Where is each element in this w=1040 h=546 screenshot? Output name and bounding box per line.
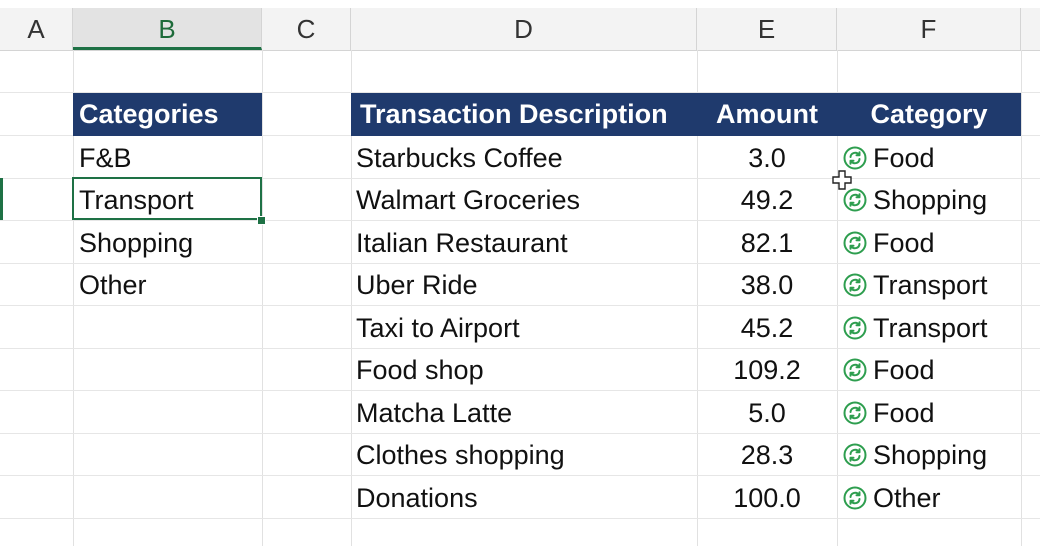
amount-cell[interactable]: 49.2 bbox=[740, 185, 794, 215]
column-header-c[interactable]: C bbox=[262, 8, 351, 50]
column-header-bar: A B C D E F bbox=[0, 8, 1040, 51]
gridline bbox=[73, 50, 74, 546]
category-cell[interactable]: Food bbox=[843, 222, 935, 264]
gridline bbox=[0, 263, 1040, 264]
refresh-formula-icon bbox=[843, 188, 867, 212]
column-header-e[interactable]: E bbox=[697, 8, 837, 50]
selected-cell-b5[interactable] bbox=[72, 177, 262, 220]
category-value: Transport bbox=[873, 270, 988, 300]
category-list-item[interactable]: Other bbox=[79, 270, 147, 300]
gridline bbox=[0, 178, 1040, 179]
transaction-description-header[interactable]: Transaction Description bbox=[351, 93, 697, 136]
transaction-description-cell[interactable]: Taxi to Airport bbox=[356, 313, 520, 343]
transaction-description-cell[interactable]: Walmart Groceries bbox=[356, 185, 581, 215]
gridline bbox=[697, 50, 698, 546]
category-value: Food bbox=[873, 143, 935, 173]
refresh-formula-icon bbox=[843, 358, 867, 382]
refresh-formula-icon bbox=[843, 486, 867, 510]
category-cell[interactable]: Transport bbox=[843, 307, 988, 349]
category-list-item[interactable]: Transport bbox=[79, 185, 194, 215]
category-value: Transport bbox=[873, 313, 988, 343]
transaction-description-cell[interactable]: Starbucks Coffee bbox=[356, 143, 563, 173]
amount-cell[interactable]: 82.1 bbox=[740, 228, 794, 258]
gridline bbox=[0, 92, 1040, 93]
transaction-description-cell[interactable]: Matcha Latte bbox=[356, 398, 513, 428]
gridline bbox=[0, 433, 1040, 434]
refresh-formula-icon bbox=[843, 231, 867, 255]
refresh-formula-icon bbox=[843, 401, 867, 425]
gridline bbox=[0, 390, 1040, 391]
column-header-f[interactable]: F bbox=[837, 8, 1021, 50]
column-header-b[interactable]: B bbox=[73, 8, 262, 50]
amount-cell[interactable]: 45.2 bbox=[740, 313, 794, 343]
gridline bbox=[0, 305, 1040, 306]
category-list-item[interactable]: F&B bbox=[79, 143, 132, 173]
category-cell[interactable]: Shopping bbox=[843, 179, 987, 221]
category-header[interactable]: Category bbox=[837, 93, 1021, 136]
category-value: Shopping bbox=[873, 440, 988, 470]
transaction-description-cell[interactable]: Italian Restaurant bbox=[356, 228, 568, 258]
amount-cell[interactable]: 28.3 bbox=[740, 440, 794, 470]
gridline bbox=[0, 475, 1040, 476]
refresh-formula-icon bbox=[843, 316, 867, 340]
amount-cell[interactable]: 109.2 bbox=[733, 355, 801, 385]
fill-handle[interactable] bbox=[257, 216, 266, 225]
categories-header[interactable]: Categories bbox=[73, 93, 262, 136]
category-cell[interactable]: Food bbox=[843, 137, 935, 179]
category-cell[interactable]: Shopping bbox=[843, 434, 987, 476]
cell-cursor-icon bbox=[832, 170, 852, 190]
gridline bbox=[0, 220, 1040, 221]
transaction-description-cell[interactable]: Food shop bbox=[356, 355, 484, 385]
column-header-d[interactable]: D bbox=[351, 8, 697, 50]
gridline bbox=[837, 50, 838, 546]
category-value: Food bbox=[873, 355, 935, 385]
gridline bbox=[0, 348, 1040, 349]
active-row-marker bbox=[0, 178, 3, 220]
transaction-description-cell[interactable]: Clothes shopping bbox=[356, 440, 565, 470]
category-value: Food bbox=[873, 398, 935, 428]
gridline bbox=[351, 50, 352, 546]
gridline bbox=[262, 50, 263, 546]
category-cell[interactable]: Other bbox=[843, 477, 941, 519]
category-cell[interactable]: Food bbox=[843, 392, 935, 434]
amount-cell[interactable]: 100.0 bbox=[733, 483, 801, 513]
category-value: Food bbox=[873, 228, 935, 258]
amount-header[interactable]: Amount bbox=[697, 93, 837, 136]
category-list-item[interactable]: Shopping bbox=[79, 228, 194, 258]
amount-cell[interactable]: 38.0 bbox=[740, 270, 794, 300]
transaction-description-cell[interactable]: Uber Ride bbox=[356, 270, 478, 300]
category-cell[interactable]: Food bbox=[843, 349, 935, 391]
gridline bbox=[1021, 50, 1022, 546]
gridline bbox=[0, 518, 1040, 519]
refresh-formula-icon bbox=[843, 443, 867, 467]
amount-cell[interactable]: 5.0 bbox=[748, 398, 786, 428]
category-value: Other bbox=[873, 483, 941, 513]
refresh-formula-icon bbox=[843, 273, 867, 297]
column-header-a[interactable]: A bbox=[0, 8, 73, 50]
refresh-formula-icon bbox=[843, 146, 867, 170]
amount-cell[interactable]: 3.0 bbox=[748, 143, 786, 173]
category-value: Shopping bbox=[873, 185, 988, 215]
category-cell[interactable]: Transport bbox=[843, 264, 988, 306]
transaction-description-cell[interactable]: Donations bbox=[356, 483, 478, 513]
